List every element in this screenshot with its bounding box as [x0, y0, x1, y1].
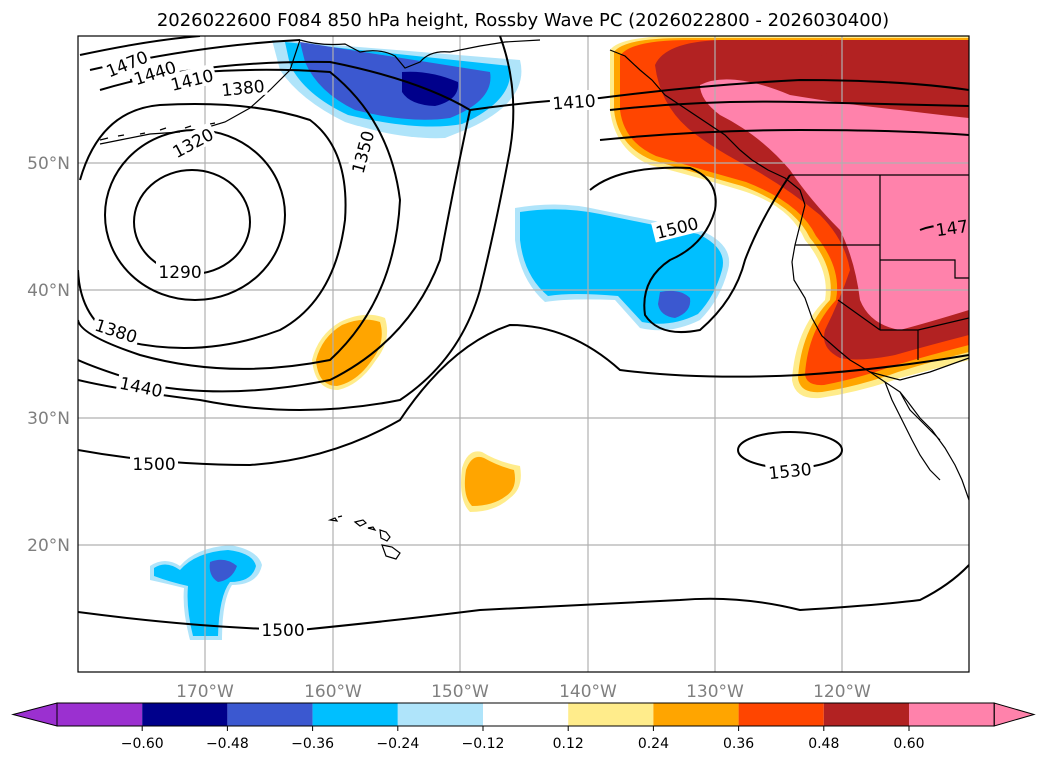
contour-1410 — [99, 60, 969, 112]
colorbar-tick-label: 0.48 — [808, 736, 839, 752]
lon-label-140w: 140°W — [559, 682, 617, 702]
colorbar-bin — [142, 703, 228, 726]
state-borders — [795, 175, 969, 360]
colorbar-tick-label: 0.60 — [893, 736, 924, 752]
contour-label-1290: 1290 — [158, 263, 201, 283]
lat-label-30n: 30°N — [27, 409, 70, 429]
colorbar-tick-label: 0.24 — [638, 736, 669, 752]
pos-anomaly-bc-coast-darkred — [819, 52, 848, 74]
lat-label-20n: 20°N — [27, 536, 70, 556]
aleutian-islands — [99, 122, 216, 141]
alaska-coast — [99, 39, 541, 145]
colorbar: −0.60 −0.48 −0.36 −0.24 −0.12 0.12 0.24 0.36 0.4… — [11, 702, 1036, 752]
plot-area: 1470 1440 1410 1380 1320 1350 1290 1380 … — [77, 35, 970, 673]
neg-anomaly-dateline-core — [209, 559, 237, 582]
colorbar-tick-label: −0.24 — [376, 736, 419, 752]
contour-label-1410-east: 1410 — [552, 92, 597, 115]
colorbar-bin — [653, 703, 739, 726]
lon-label-150w: 150°W — [431, 682, 489, 702]
colorbar-tick-label: −0.48 — [206, 736, 249, 752]
contour-1500-north — [599, 100, 969, 141]
colorbar-tick-label: 0.36 — [723, 736, 754, 752]
pos-anomaly-south-inner — [464, 456, 515, 506]
mexico-border — [869, 357, 969, 381]
pos-anomaly-west-coast-pink — [700, 79, 969, 330]
colorbar-extend-high — [993, 702, 1036, 727]
bc-coast — [609, 49, 806, 206]
lon-label-160w: 160°W — [304, 682, 362, 702]
us-west-coast — [791, 204, 969, 501]
coastlines — [99, 39, 969, 560]
lat-label-50n: 50°N — [27, 154, 70, 174]
contour-1500-mid — [78, 323, 969, 467]
plot-frame — [77, 35, 970, 673]
colorbar-bin — [312, 703, 398, 726]
colorbar-bin — [57, 703, 143, 726]
colorbar-tick-label: −0.12 — [462, 736, 505, 752]
contour-1470 — [79, 36, 201, 56]
hawaii-islands — [327, 515, 401, 560]
map-title: 2026022600 F084 850 hPa height, Rossby W… — [157, 10, 889, 31]
contour-1380 — [78, 68, 402, 370]
colorbar-bin — [483, 703, 569, 726]
baja-peninsula — [884, 381, 941, 481]
lon-label-120w: 120°W — [813, 682, 871, 702]
colorbar-tick-label: −0.36 — [291, 736, 334, 752]
lat-label-40n: 40°N — [27, 281, 70, 301]
contour-1500-loop — [589, 166, 791, 334]
colorbar-bin — [909, 703, 995, 726]
colorbar-extend-low — [11, 702, 58, 727]
latitude-labels: 50°N 40°N 30°N 20°N — [27, 154, 70, 556]
lon-label-130w: 130°W — [686, 682, 744, 702]
lon-label-170w: 170°W — [176, 682, 234, 702]
contour-label-147: 147 — [935, 217, 970, 241]
colorbar-bin — [227, 703, 313, 726]
contour-label-1380-north: 1380 — [221, 77, 266, 101]
contour-label-1500-south: 1500 — [261, 621, 304, 641]
contour-label-1500-mid: 1500 — [132, 455, 175, 475]
colorbar-bin — [823, 703, 909, 726]
colorbar-bin — [568, 703, 654, 726]
neg-anomaly-subtropical-core — [658, 290, 691, 318]
longitude-labels: 170°W 160°W 150°W 140°W 130°W 120°W — [176, 682, 871, 702]
colorbar-bin — [738, 703, 824, 726]
colorbar-bin — [397, 703, 483, 726]
contour-label-1530: 1530 — [768, 460, 813, 484]
colorbar-tick-label: 0.12 — [553, 736, 584, 752]
shaded-field-positive — [312, 36, 969, 512]
colorbar-tick-label: −0.60 — [121, 736, 164, 752]
colorbar-outline — [56, 702, 995, 727]
